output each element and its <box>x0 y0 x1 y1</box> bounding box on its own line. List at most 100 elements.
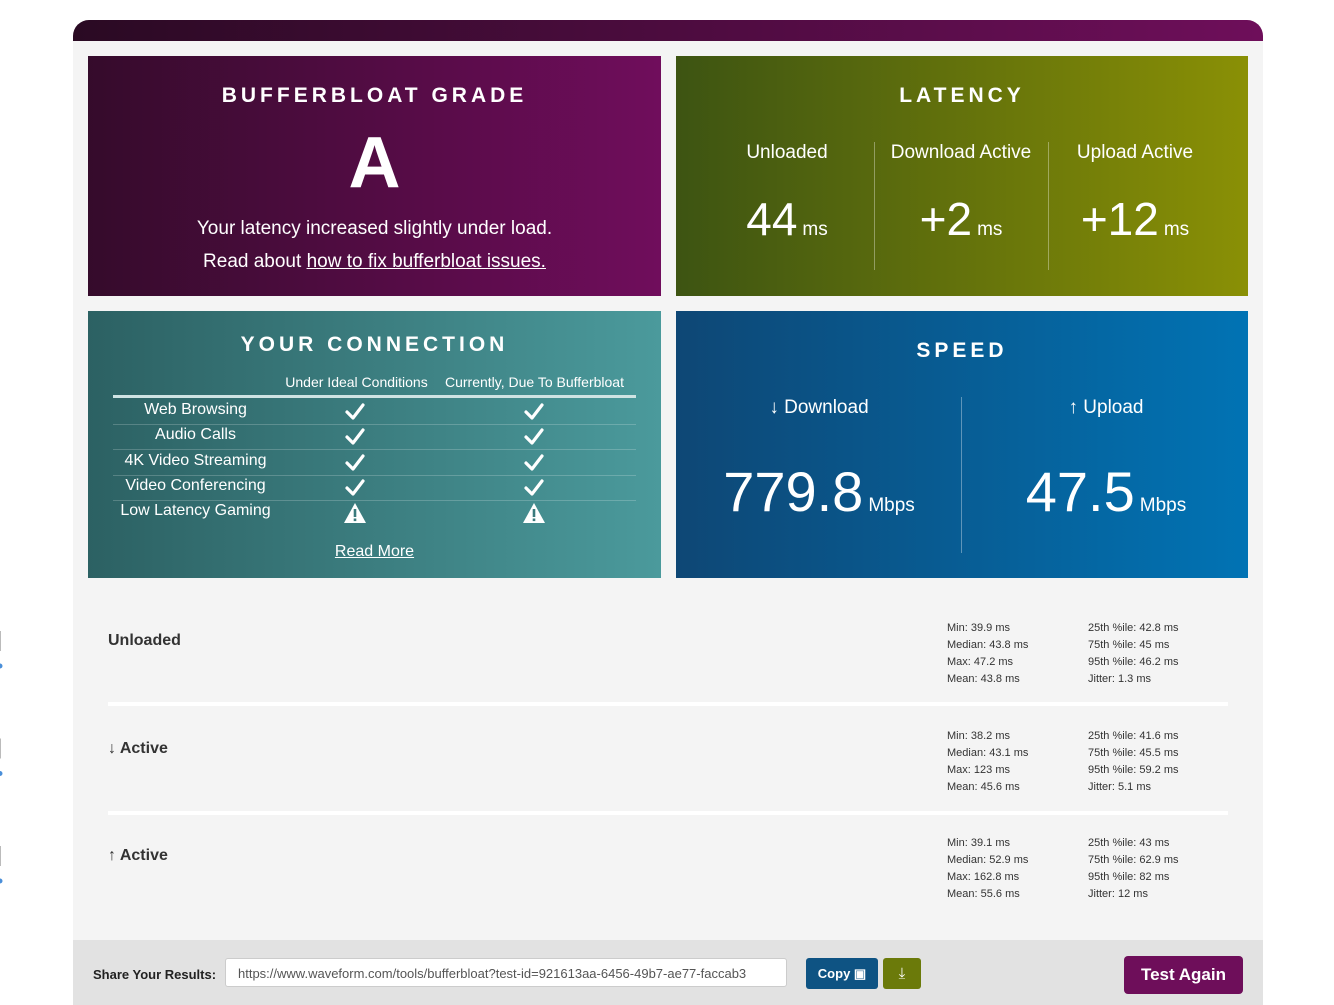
stat-value: 45.6 <box>980 780 1003 793</box>
stat: Median: 43.1 ms <box>947 747 1028 759</box>
stat-unit: ms <box>1136 780 1151 793</box>
row-rule <box>113 449 636 451</box>
latency-unit: ms <box>1163 219 1190 240</box>
latency-panel: LATENCY Unloaded 44 ms Download Active +2 ms U… <box>676 56 1248 296</box>
stat: Min: 39.9 ms <box>947 622 1010 634</box>
stat-value: 41.6 <box>1139 729 1161 742</box>
stat-unit: ms <box>1163 763 1179 776</box>
stat-unit: ms <box>995 622 1010 634</box>
activity: Audio Calls <box>155 426 236 444</box>
stat: 95th %ile: 46.2 ms <box>1088 656 1179 668</box>
stat-label: 75th %ile: <box>1088 746 1137 759</box>
warning-icon <box>523 503 545 524</box>
stat: Jitter: 12 ms <box>1088 888 1148 900</box>
panel-title: BUFFERBLOAT GRADE <box>221 84 528 107</box>
latency-value: +12 <box>1080 193 1159 245</box>
check-icon <box>524 428 544 445</box>
stat: 25th %ile: 41.6 ms <box>1088 730 1179 742</box>
check-icon <box>524 479 544 496</box>
latency-value-line: 44 ms <box>697 192 877 246</box>
stat-value: 45 <box>1139 639 1152 651</box>
row-label: Unloaded <box>108 632 181 649</box>
stat-unit: ms <box>1154 837 1170 849</box>
latency-label: Unloaded <box>746 142 828 163</box>
stat: 75th %ile: 62.9 ms <box>1088 854 1179 866</box>
check-icon <box>345 403 365 420</box>
stat-unit: ms <box>1133 888 1148 900</box>
stat-label: 25th %ile: <box>1088 622 1137 634</box>
stat-value: 5.1 <box>1117 780 1134 793</box>
latency-unit: ms <box>802 219 828 240</box>
stat-value: 42.8 <box>1139 622 1161 634</box>
stat-label: Jitter: <box>1088 780 1115 793</box>
stat-label: Median: <box>947 746 987 759</box>
stat-unit: ms <box>1163 656 1179 668</box>
grade-link-line: Read about how to fix bufferbloat issues… <box>88 251 661 273</box>
stat-unit: ms <box>998 656 1014 668</box>
stat-value: 43.8 <box>989 639 1011 651</box>
stat-label: Mean: <box>947 888 978 900</box>
stat: Median: 43.8 ms <box>947 639 1028 651</box>
test-again-button[interactable]: Test Again <box>1124 956 1243 994</box>
stat-label: 95th %ile: <box>1088 871 1137 883</box>
stat: 25th %ile: 42.8 ms <box>1088 622 1179 634</box>
activity: Video Conferencing <box>125 476 266 494</box>
grade-message: Your latency increased slightly under lo… <box>196 218 553 239</box>
stat-value: 43 <box>1139 837 1152 849</box>
stat-unit: ms <box>1136 673 1151 685</box>
stat-unit: ms <box>1154 871 1170 883</box>
warning-icon <box>344 503 366 524</box>
stat-value: 39.9 <box>970 622 993 634</box>
stat: 95th %ile: 59.2 ms <box>1088 764 1179 776</box>
stat-label: 75th %ile: <box>1088 639 1137 651</box>
download-button[interactable]: ⤓ <box>883 958 921 989</box>
stat-label: 75th %ile: <box>1088 854 1137 866</box>
stat-value: 55.6 <box>980 888 1003 900</box>
stat-value: 62.9 <box>1139 854 1161 866</box>
latency-value-line: +12 ms <box>1045 192 1225 246</box>
row-rule <box>113 474 636 476</box>
stat-unit: ms <box>1163 622 1179 634</box>
stat-unit: ms <box>1163 729 1179 742</box>
stat-value: 82 <box>1139 871 1152 883</box>
stat-value: 47.2 <box>973 656 996 668</box>
stat-value: 1.3 <box>1117 673 1134 685</box>
divider <box>1048 142 1049 270</box>
speed-unit: Mbps <box>868 495 915 516</box>
stat-unit: ms <box>1005 673 1020 685</box>
stat-value: 38.2 <box>970 729 993 742</box>
row-rule <box>113 499 636 501</box>
stat: 95th %ile: 82 ms <box>1088 871 1169 883</box>
fix-link[interactable]: how to fix bufferbloat issues. <box>306 251 546 272</box>
stat-value: 43.1 <box>989 746 1011 759</box>
copy-button[interactable]: Copy ▣ <box>806 958 878 989</box>
stat-unit: ms <box>1013 854 1029 866</box>
stat-value: 45.5 <box>1139 746 1161 759</box>
latency-value: 44 <box>746 193 798 245</box>
stat-label: Min: <box>947 729 968 742</box>
speed-value-line: 779.8 Mbps <box>669 459 969 524</box>
column-header: Under Ideal Conditions <box>285 374 428 390</box>
stat-unit: ms <box>1005 888 1020 900</box>
stat: Max: 123 ms <box>947 764 1010 776</box>
stat: Mean: 55.6 ms <box>947 888 1020 900</box>
stat: Mean: 43.8 ms <box>947 673 1020 685</box>
stat-value: 12 <box>1117 888 1131 900</box>
stat: Max: 162.8 ms <box>947 871 1019 883</box>
stat-unit: ms <box>1163 746 1179 759</box>
speed-panel: SPEED ↓ Download 779.8 Mbps ↑ Upload 47.5 Mbp… <box>676 311 1248 578</box>
stat-label: Max: <box>947 763 971 776</box>
read-more-link[interactable]: Read More <box>334 543 415 560</box>
stat-unit: ms <box>1013 746 1029 759</box>
stat: 75th %ile: 45.5 ms <box>1088 747 1179 759</box>
share-url[interactable]: https://www.waveform.com/tools/bufferblo… <box>225 958 787 987</box>
stat-unit: ms <box>1154 639 1170 651</box>
stat: Min: 38.2 ms <box>947 730 1010 742</box>
separator <box>108 811 1228 815</box>
latency-label: Upload Active <box>1076 142 1194 163</box>
column-header: Currently, Due To Bufferbloat <box>445 374 624 390</box>
stat-label: 95th %ile: <box>1088 763 1137 776</box>
header-rule <box>113 395 636 398</box>
stat-label: Max: <box>947 871 971 883</box>
stat-unit: ms <box>995 729 1010 742</box>
